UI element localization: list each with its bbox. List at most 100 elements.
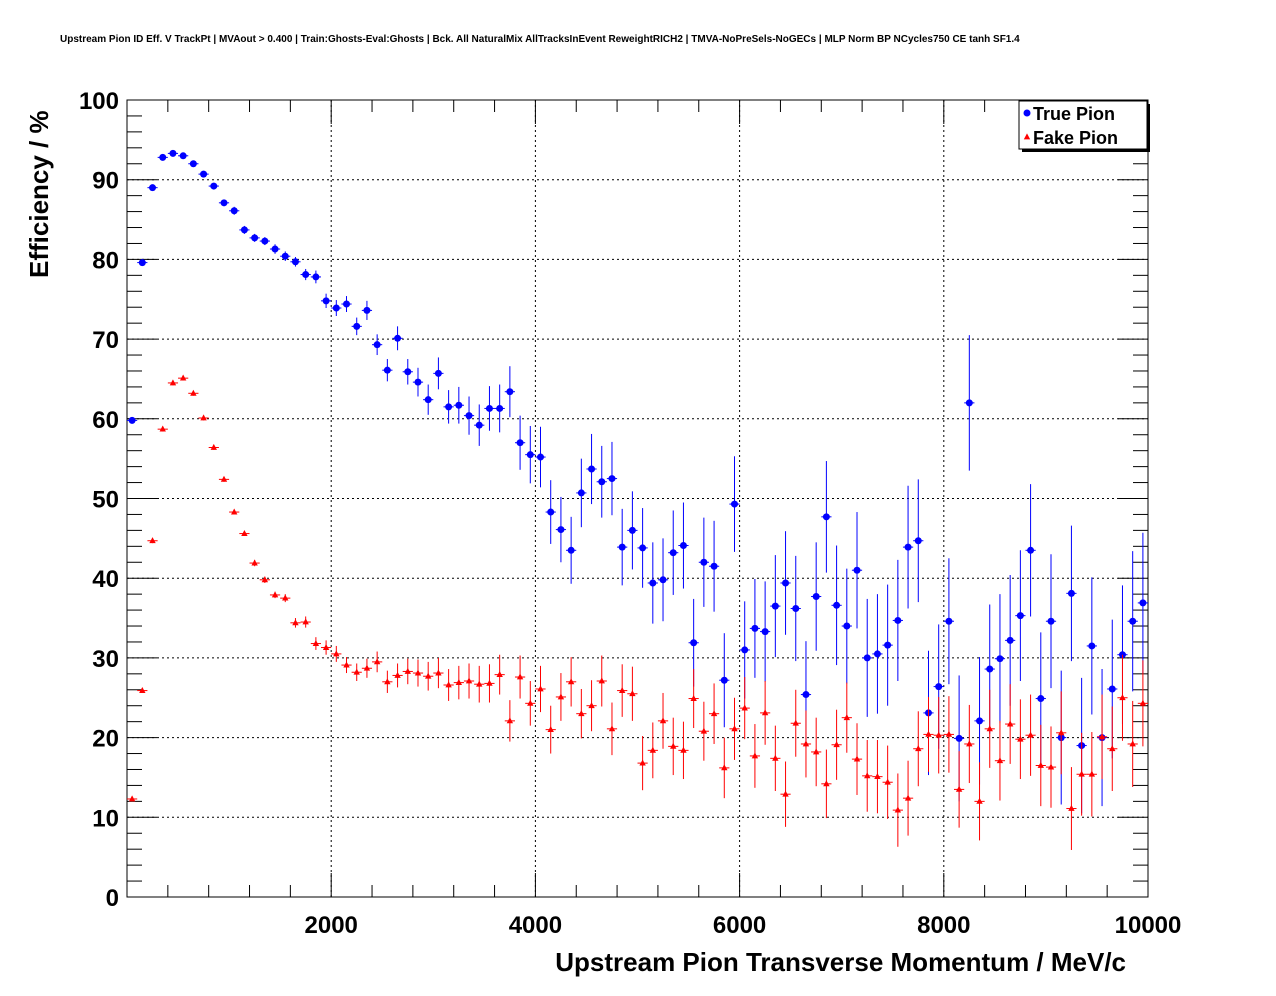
data-point (986, 665, 994, 673)
data-point (1129, 617, 1137, 625)
data-point (547, 508, 555, 516)
data-point (312, 639, 320, 646)
data-point (812, 748, 820, 755)
y-tick-label: 10 (92, 805, 119, 832)
data-point (741, 704, 748, 711)
data-point (1098, 733, 1106, 740)
data-point (802, 691, 810, 699)
data-point (792, 604, 800, 612)
data-point (475, 421, 483, 429)
data-point (302, 271, 310, 279)
data-point (843, 714, 851, 721)
data-point (965, 399, 973, 407)
data-point (1068, 804, 1075, 811)
data-point (169, 379, 177, 386)
data-point (1109, 745, 1116, 752)
x-tick-label: 8000 (917, 912, 970, 939)
data-point (772, 754, 779, 761)
data-point (1067, 589, 1075, 597)
data-point (363, 664, 371, 671)
data-point (292, 619, 299, 626)
data-point (884, 641, 892, 649)
data-point (200, 170, 208, 178)
data-point (138, 259, 146, 267)
data-point (629, 690, 636, 697)
data-point (200, 414, 207, 421)
data-point (690, 639, 698, 647)
data-point (874, 773, 881, 780)
data-point (628, 526, 636, 534)
data-point (261, 237, 269, 245)
data-point (537, 685, 544, 692)
data-point (465, 677, 473, 684)
data-point (710, 710, 718, 717)
data-point (680, 746, 687, 753)
data-point (179, 374, 187, 381)
data-point (189, 160, 197, 168)
data-point (670, 742, 677, 749)
data-point (159, 425, 166, 432)
y-tick-label: 60 (92, 407, 119, 434)
data-point (588, 465, 596, 473)
grid-lines (127, 100, 1149, 897)
data-point (577, 489, 585, 497)
data-point (455, 401, 463, 409)
data-point (333, 650, 340, 657)
data-point (384, 678, 391, 685)
data-point (220, 199, 228, 207)
data-point (271, 591, 279, 598)
data-point (1047, 617, 1055, 625)
data-point (373, 658, 381, 665)
data-point (506, 717, 514, 724)
data-point (404, 368, 412, 376)
data-point (966, 740, 973, 747)
data-point (383, 366, 391, 374)
data-point (608, 725, 616, 732)
data-point (128, 795, 136, 802)
data-point (547, 726, 554, 733)
data-point (853, 566, 861, 574)
data-point (149, 184, 157, 192)
legend-box (1018, 100, 1148, 150)
data-point (373, 341, 381, 349)
data-point (190, 389, 197, 396)
data-point (210, 182, 218, 190)
data-point (598, 478, 606, 486)
data-point (516, 673, 524, 680)
data-point (516, 439, 524, 447)
data-point (853, 755, 861, 762)
data-point (649, 579, 657, 587)
data-point (251, 234, 259, 242)
data-point (904, 794, 912, 801)
data-point (873, 650, 881, 658)
data-point (445, 403, 453, 411)
data-point (1037, 761, 1044, 768)
data-point (231, 508, 238, 515)
data-point (812, 593, 820, 601)
data-point (608, 475, 616, 483)
data-point (240, 226, 248, 234)
y-tick-label: 70 (92, 327, 119, 354)
data-point (394, 671, 401, 678)
data-point (659, 576, 667, 584)
data-point (465, 412, 473, 420)
data-point (976, 797, 983, 804)
fake-pion-series (127, 374, 1148, 850)
data-point (578, 710, 585, 717)
data-point (996, 757, 1004, 764)
data-point (945, 730, 953, 737)
data-point (353, 668, 360, 675)
data-point (730, 500, 738, 508)
data-point (537, 453, 545, 461)
data-point (1006, 720, 1014, 727)
data-point (904, 543, 912, 551)
data-point (649, 746, 657, 753)
data-point (506, 388, 514, 396)
data-point (833, 741, 840, 748)
true-pion-series (127, 149, 1148, 814)
legend-marker (1023, 109, 1031, 117)
data-point (230, 207, 238, 215)
x-tick-label: 10000 (1115, 912, 1182, 939)
y-tick-label: 50 (92, 487, 119, 514)
data-point (128, 416, 136, 424)
